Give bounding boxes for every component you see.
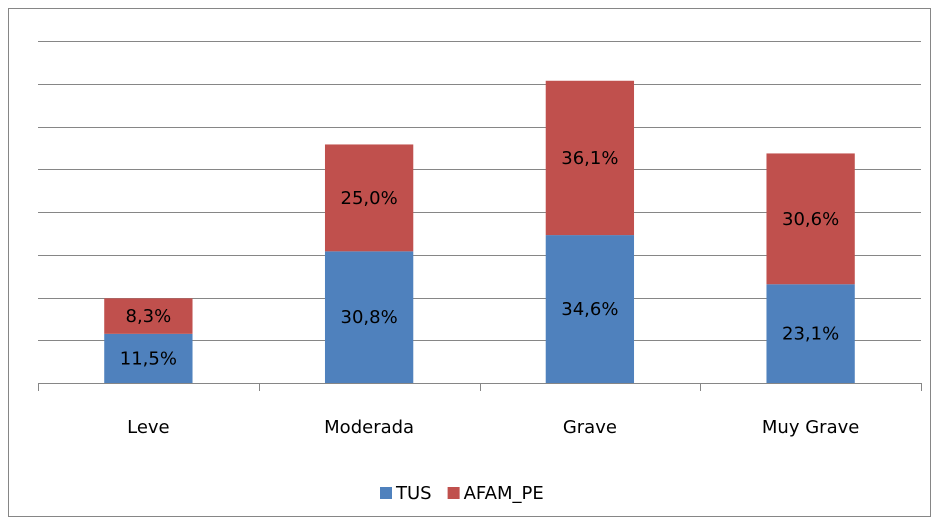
bar-segment: [766, 153, 855, 285]
legend-swatch: [380, 487, 392, 499]
data-label: 30,8%: [341, 307, 398, 328]
x-tick-label: Leve: [127, 417, 170, 438]
bar-segment: [545, 235, 635, 383]
bar-segment: [104, 333, 193, 383]
data-label: 34,6%: [561, 299, 618, 320]
x-tick-label: Muy Grave: [762, 417, 859, 438]
x-tick-label: Grave: [563, 417, 617, 438]
bar-segment: [766, 284, 855, 383]
bar-segment: [324, 144, 414, 252]
legend-label: TUS: [395, 483, 432, 504]
legend-swatch: [447, 487, 460, 499]
bar-segment: [545, 80, 635, 236]
data-label: 8,3%: [126, 306, 172, 327]
x-tick-label: Moderada: [324, 417, 414, 438]
data-label: 30,6%: [782, 209, 839, 230]
bar-segment: [324, 251, 414, 383]
legend-label: AFAM_PE: [464, 483, 544, 504]
data-label: 36,1%: [561, 148, 618, 169]
bar-segment: [104, 298, 193, 334]
data-label: 23,1%: [782, 324, 839, 345]
data-label: 25,0%: [341, 188, 398, 209]
data-label: 11,5%: [120, 348, 177, 369]
